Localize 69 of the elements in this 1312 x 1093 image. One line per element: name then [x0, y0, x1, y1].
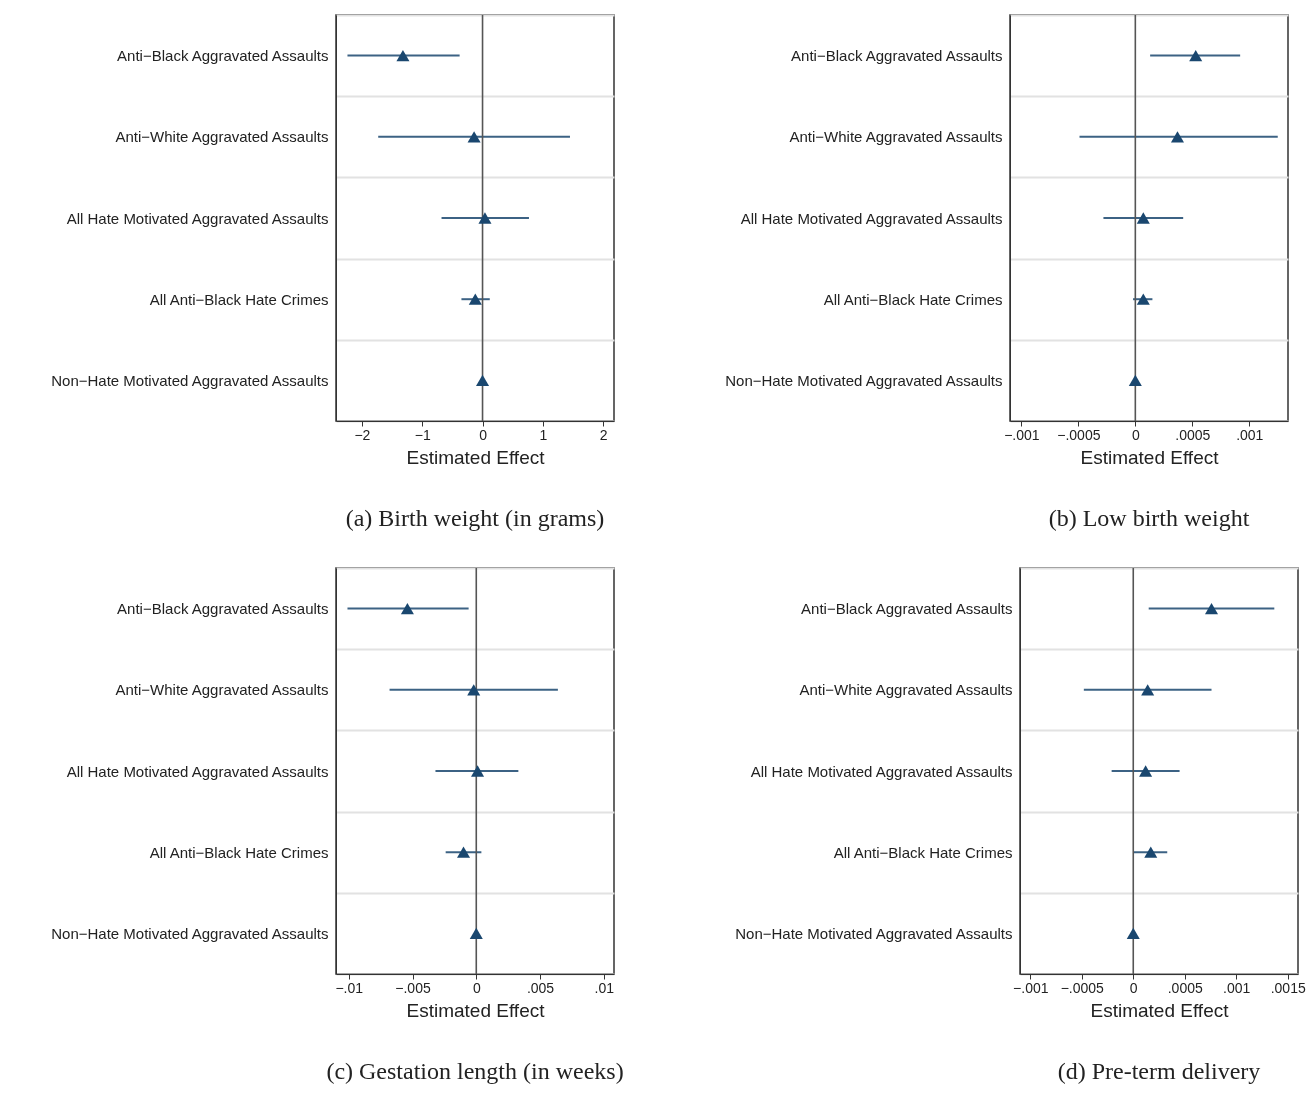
point: [476, 374, 490, 387]
x-tick-label: −2: [354, 426, 371, 443]
point: [469, 927, 483, 940]
point: [1136, 293, 1150, 305]
point: [1144, 846, 1158, 858]
y-tick-label: Anti−Black Aggravated Assaults: [117, 600, 329, 618]
y-tick-label: Anti−White Aggravated Assaults: [115, 681, 329, 699]
x-axis-title: Estimated Effect: [1080, 446, 1220, 468]
x-tick-label: 0: [1129, 979, 1138, 996]
point: [1141, 684, 1155, 696]
y-tick-label: All Hate Motivated Aggravated Assaults: [740, 209, 1003, 227]
point: [1170, 131, 1184, 143]
x-tick-label: −.001: [1004, 426, 1040, 443]
x-axis-title: Estimated Effect: [406, 999, 546, 1021]
x-axis-title: Estimated Effect: [1090, 999, 1230, 1021]
y-tick-label: Non−Hate Motivated Aggravated Assaults: [735, 924, 1013, 942]
y-tick-label: All Hate Motivated Aggravated Assaults: [66, 762, 329, 780]
point: [1189, 49, 1203, 62]
x-tick-label: .0015: [1270, 979, 1306, 996]
y-tick-label: All Anti−Black Hate Crimes: [149, 290, 329, 308]
x-tick-label: −.0005: [1057, 426, 1101, 443]
x-tick-label: −.01: [335, 979, 364, 996]
x-tick-label: 0: [472, 979, 481, 996]
y-tick-label: Anti−Black Aggravated Assaults: [801, 600, 1013, 618]
point: [478, 212, 492, 224]
y-tick-label: Anti−Black Aggravated Assaults: [117, 47, 329, 65]
x-tick-label: −.005: [395, 979, 431, 996]
point: [1136, 212, 1150, 224]
x-tick-label: .01: [594, 979, 615, 996]
y-tick-label: All Anti−Black Hate Crimes: [149, 843, 329, 861]
y-tick-label: All Anti−Black Hate Crimes: [833, 843, 1013, 861]
x-tick-label: 0: [1131, 426, 1140, 443]
x-tick-label: .0005: [1167, 979, 1203, 996]
x-axis-title: Estimated Effect: [406, 446, 546, 468]
y-tick-label: Anti−White Aggravated Assaults: [789, 128, 1003, 146]
x-tick-label: 1: [539, 426, 548, 443]
y-tick-label: Non−Hate Motivated Aggravated Assaults: [51, 924, 329, 942]
x-tick-label: .005: [526, 979, 555, 996]
point: [467, 684, 481, 696]
text: (a) Birth weight (in grams): [345, 505, 605, 531]
y-tick-label: All Hate Motivated Aggravated Assaults: [750, 762, 1013, 780]
point: [468, 293, 482, 305]
x-tick-label: .0005: [1175, 426, 1211, 443]
point: [396, 49, 410, 62]
x-tick-label: .001: [1236, 426, 1264, 443]
point: [467, 131, 481, 143]
point: [1128, 374, 1142, 387]
point: [1126, 927, 1140, 940]
y-tick-label: Non−Hate Motivated Aggravated Assaults: [51, 371, 329, 389]
point: [1204, 602, 1219, 615]
y-tick-label: Anti−White Aggravated Assaults: [799, 681, 1013, 699]
point: [400, 602, 414, 615]
x-tick-label: .001: [1223, 979, 1251, 996]
y-tick-label: Anti−White Aggravated Assaults: [115, 128, 329, 146]
point: [471, 765, 485, 777]
y-tick-label: All Anti−Black Hate Crimes: [823, 290, 1003, 308]
x-tick-label: 0: [479, 426, 488, 443]
x-tick-label: −.0005: [1060, 979, 1105, 996]
x-tick-label: −.001: [1013, 979, 1049, 996]
text: (d) Pre-term delivery: [1057, 1058, 1261, 1084]
y-tick-label: Anti−Black Aggravated Assaults: [791, 47, 1003, 65]
point: [1139, 765, 1153, 777]
x-tick-label: 2: [599, 426, 608, 443]
x-tick-label: −1: [414, 426, 431, 443]
y-tick-label: Non−Hate Motivated Aggravated Assaults: [725, 371, 1003, 389]
text: (b) Low birth weight: [1048, 505, 1250, 531]
y-tick-label: All Hate Motivated Aggravated Assaults: [66, 209, 329, 227]
point: [457, 846, 471, 858]
text: (c) Gestation length (in weeks): [326, 1058, 624, 1084]
